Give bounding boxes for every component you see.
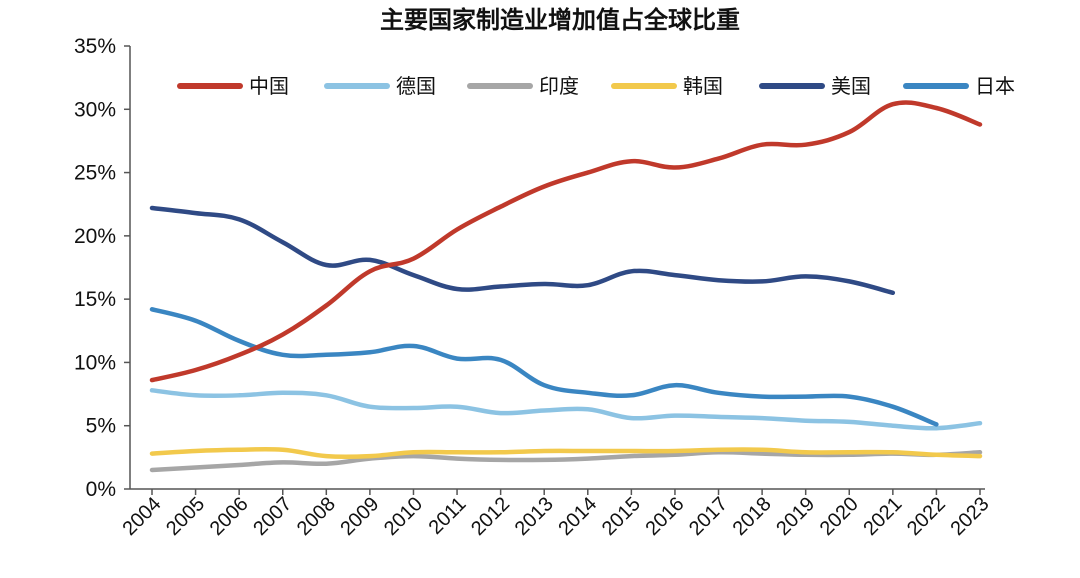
y-tick-label: 30%: [74, 98, 116, 121]
y-tick-label: 20%: [74, 225, 116, 248]
series-line-美国: [149, 205, 896, 296]
series-line-韩国: [149, 446, 983, 460]
legend-label: 韩国: [683, 74, 723, 98]
legend-label: 美国: [831, 74, 871, 98]
y-tick-label: 15%: [74, 288, 116, 311]
x-tick-label: 2019: [772, 493, 819, 540]
y-tick-label: 25%: [74, 162, 116, 185]
x-tick-label: 2021: [859, 493, 906, 540]
x-tick-label: 2013: [511, 493, 558, 540]
x-tick-label: 2016: [641, 493, 688, 540]
x-tick-label: 2014: [554, 493, 601, 540]
legend-label: 印度: [539, 74, 579, 98]
legend-label: 日本: [975, 74, 1015, 98]
axes: 0%5%10%15%20%25%30%35%200420052006200720…: [74, 35, 994, 540]
x-tick-label: 2023: [947, 493, 994, 540]
y-tick-label: 0%: [86, 478, 116, 501]
y-tick-label: 10%: [74, 351, 116, 374]
x-tick-label: 2005: [162, 493, 209, 540]
x-tick-label: 2008: [293, 493, 340, 540]
y-tick-label: 35%: [74, 35, 116, 58]
series-group: [149, 100, 983, 473]
x-tick-label: 2012: [467, 493, 514, 540]
series-line-印度: [149, 450, 983, 473]
series-line-日本: [149, 307, 939, 427]
x-tick-label: 2007: [249, 493, 296, 540]
x-tick-label: 2004: [119, 493, 166, 540]
x-tick-label: 2010: [380, 493, 427, 540]
x-tick-label: 2017: [685, 493, 732, 540]
chart-title: 主要国家制造业增加值占全球比重: [380, 5, 740, 34]
x-tick-label: 2011: [425, 493, 471, 539]
legend-label: 中国: [249, 74, 289, 98]
x-tick-label: 2006: [206, 493, 253, 540]
series-line-中国: [149, 100, 983, 383]
x-tick-label: 2020: [816, 493, 863, 540]
x-tick-label: 2018: [729, 493, 776, 540]
legend: 中国 德国 印度 韩国 美国 日本: [177, 74, 1015, 98]
y-tick-label: 5%: [86, 415, 116, 438]
series-line-德国: [149, 388, 983, 431]
legend-label: 德国: [396, 74, 436, 98]
x-tick-label: 2009: [336, 493, 383, 540]
x-tick-label: 2015: [598, 493, 645, 540]
x-tick-label: 2022: [903, 493, 950, 540]
